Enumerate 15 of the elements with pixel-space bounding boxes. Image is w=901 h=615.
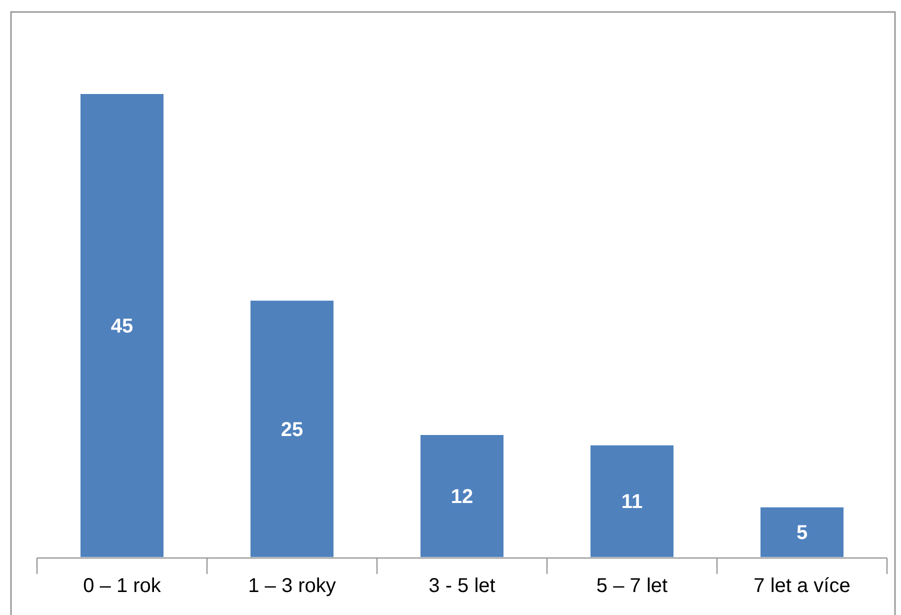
x-tick-label: 1 – 3 roky: [248, 575, 336, 597]
bar: [758, 505, 846, 559]
x-tick-label: 0 – 1 rok: [83, 575, 162, 597]
data-label: 5: [796, 522, 808, 544]
data-label: 45: [110, 316, 134, 338]
bar: [588, 443, 676, 559]
x-tick-label: 5 – 7 let: [596, 575, 668, 597]
data-label: 12: [450, 486, 474, 508]
bar: [78, 92, 166, 559]
x-tick-label: 7 let a více: [754, 575, 850, 597]
bar: [248, 298, 336, 559]
data-label: 11: [621, 491, 643, 514]
data-label: 25: [280, 418, 304, 441]
bar: [418, 433, 506, 559]
x-tick-label: 3 - 5 let: [428, 575, 496, 597]
